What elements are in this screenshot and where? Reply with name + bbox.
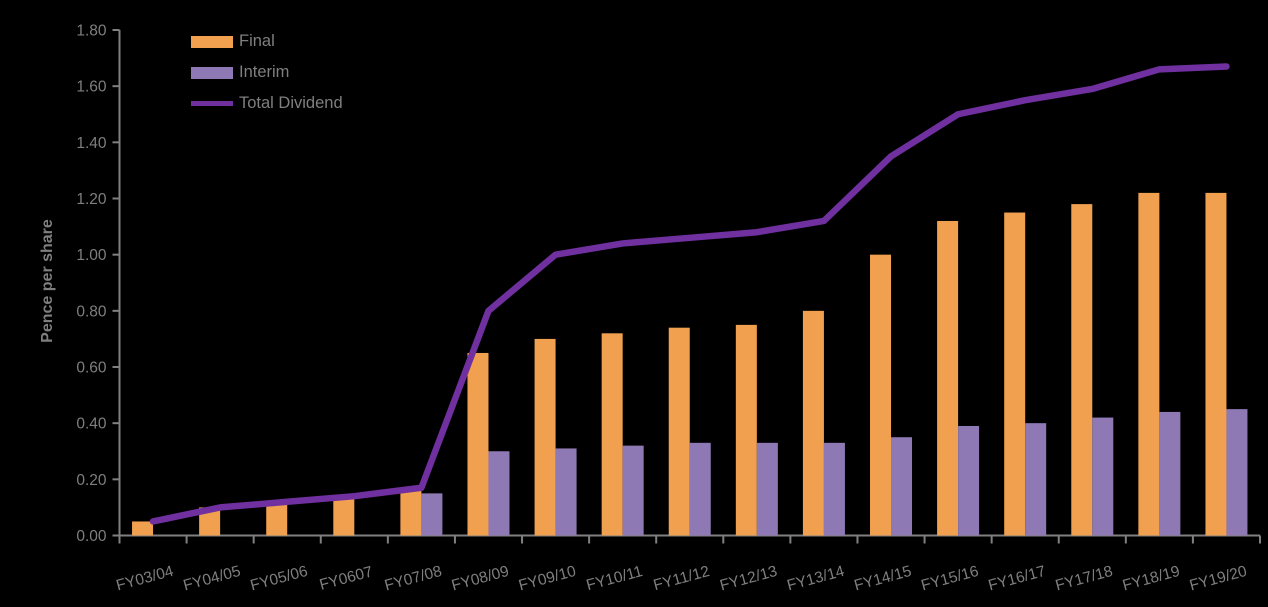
- y-tick-label: 1.20: [76, 191, 107, 208]
- y-tick-label: 0.00: [76, 528, 107, 545]
- final-bar: [132, 521, 154, 536]
- legend-label-final: Final: [239, 32, 275, 50]
- interim-bar: [622, 445, 644, 536]
- x-tick-label: FY14/15: [852, 563, 913, 595]
- x-tick-label: FY16/17: [987, 563, 1048, 595]
- interim-bar: [823, 442, 845, 536]
- interim-bar: [689, 442, 711, 536]
- final-bar: [400, 487, 422, 536]
- y-tick-label: 1.00: [76, 247, 107, 264]
- interim-bar: [1159, 411, 1181, 536]
- y-tick-label: 0.60: [76, 360, 107, 377]
- y-tick-label: 1.60: [76, 79, 107, 96]
- x-tick-label: FY10/11: [585, 563, 645, 594]
- final-bar: [333, 496, 355, 536]
- legend-item-total-dividend: Total Dividend: [191, 95, 343, 112]
- total-dividend-line: [149, 63, 1230, 525]
- y-axis-title: Pence per share: [39, 219, 56, 343]
- x-tick-label: FY07/08: [383, 563, 444, 595]
- x-tick-label: FY0607: [318, 563, 375, 593]
- y-tick-label: 0.20: [76, 472, 107, 489]
- legend-label-total-dividend: Total Dividend: [239, 94, 343, 112]
- y-tick-label: 1.80: [76, 23, 107, 40]
- interim-bar: [891, 437, 913, 536]
- interim-bar: [555, 448, 577, 536]
- final-bar: [1071, 204, 1093, 536]
- interim-bar: [1226, 409, 1248, 536]
- interim-bar: [1092, 417, 1114, 536]
- x-tick-label: FY19/20: [1188, 563, 1249, 595]
- y-tick-label: 0.40: [76, 416, 107, 433]
- final-bar: [802, 310, 824, 536]
- x-tick-label: FY05/06: [249, 563, 310, 595]
- x-tick-label: FY11/12: [652, 563, 712, 594]
- x-tick-label: FY12/13: [718, 563, 779, 595]
- interim-bar: [756, 442, 778, 536]
- y-tick-label: 1.40: [76, 135, 107, 152]
- final-bar: [534, 338, 556, 536]
- legend-item-final: Final: [191, 33, 343, 50]
- interim-bar: [958, 425, 980, 536]
- final-bar: [601, 333, 623, 536]
- final-series-swatch: [191, 35, 233, 48]
- x-tick-label: FY08/09: [450, 563, 511, 595]
- x-tick-label: FY09/10: [517, 563, 578, 595]
- final-bar: [266, 501, 288, 536]
- final-bar: [199, 507, 221, 536]
- final-bar: [870, 254, 892, 536]
- final-bar: [937, 220, 959, 536]
- final-bar: [467, 352, 489, 536]
- final-bar: [1138, 192, 1160, 536]
- legend-label-interim: Interim: [239, 63, 290, 81]
- total-dividend-line-swatch: [191, 101, 233, 106]
- final-bar: [1004, 212, 1026, 536]
- final-bar: [668, 327, 690, 536]
- final-bar: [1205, 192, 1227, 536]
- x-tick-label: FY17/18: [1054, 563, 1115, 595]
- interim-bar: [488, 451, 510, 536]
- interim-bar: [1025, 423, 1047, 536]
- x-tick-label: FY03/04: [114, 563, 175, 595]
- interim-series-swatch: [191, 66, 233, 79]
- x-tick-label: FY04/05: [181, 563, 242, 595]
- x-tick-label: FY15/16: [919, 563, 980, 595]
- legend: Final Interim Total Dividend: [191, 33, 343, 112]
- x-tick-label: FY13/14: [785, 563, 846, 595]
- x-tick-label: FY18/19: [1121, 563, 1182, 595]
- y-tick-label: 0.80: [76, 303, 107, 320]
- interim-bar: [421, 493, 443, 536]
- legend-item-interim: Interim: [191, 64, 343, 81]
- final-bar: [735, 324, 757, 536]
